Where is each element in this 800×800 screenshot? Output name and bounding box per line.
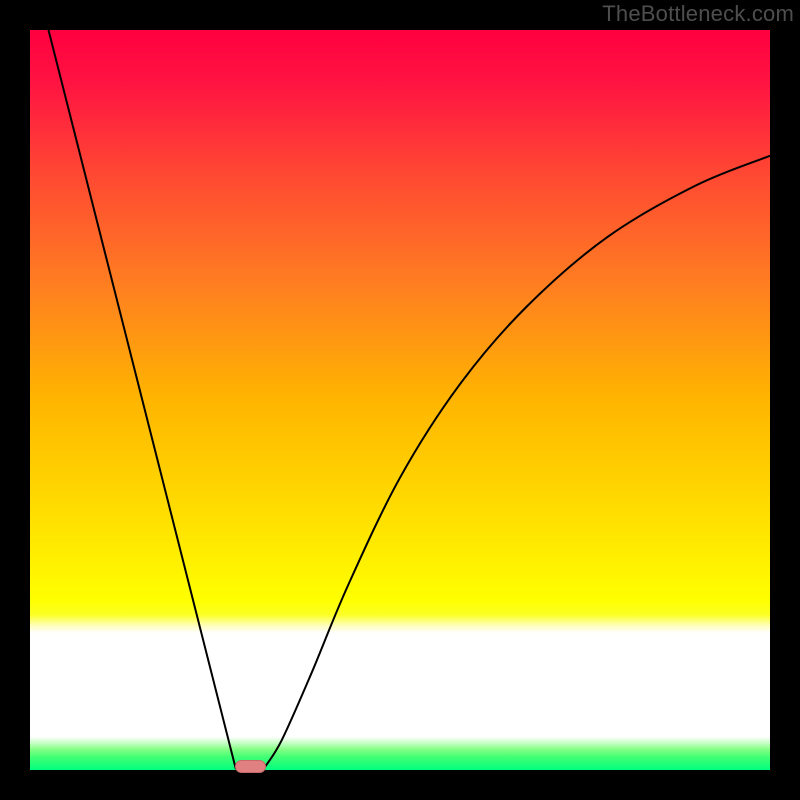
- watermark-text: TheBottleneck.com: [602, 1, 794, 27]
- minimum-marker: [235, 760, 266, 773]
- chart-frame: TheBottleneck.com: [0, 0, 800, 800]
- plot-area: [30, 30, 770, 770]
- curve: [30, 30, 770, 770]
